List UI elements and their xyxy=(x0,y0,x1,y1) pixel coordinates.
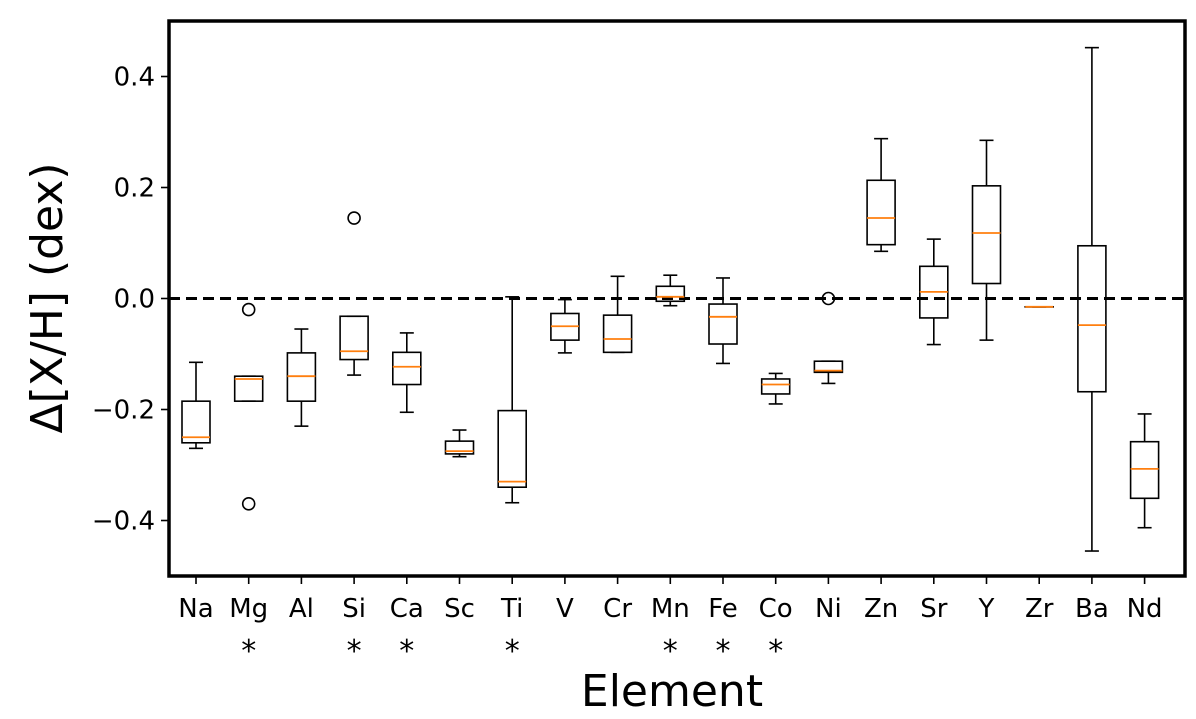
x-tick-label-ca: Ca xyxy=(390,594,424,624)
iqr-box xyxy=(181,400,211,444)
x-tick-label-si: Si xyxy=(342,594,366,624)
y-tick-label: −0.4 xyxy=(92,507,155,537)
x-tick-label-fe: Fe xyxy=(708,594,738,624)
x-tick-label-ti: Ti xyxy=(500,594,523,624)
x-tick-label-y: Y xyxy=(978,594,995,624)
box-ti xyxy=(497,296,528,504)
iqr-box xyxy=(1077,244,1107,393)
y-tick-label: 0.0 xyxy=(114,285,155,315)
box-nd xyxy=(1129,413,1160,529)
significance-star: * xyxy=(347,634,362,669)
significance-star: * xyxy=(716,634,731,669)
box-ba xyxy=(1077,46,1107,552)
x-tick-label-v: V xyxy=(556,594,574,624)
box-mn xyxy=(655,274,686,307)
iqr-box xyxy=(339,315,369,361)
x-tick-label-zn: Zn xyxy=(864,594,898,624)
outlier-point xyxy=(241,302,256,317)
box-ca xyxy=(391,332,422,414)
x-tick-label-sr: Sr xyxy=(920,594,948,624)
iqr-box xyxy=(391,351,422,386)
outlier-point xyxy=(241,497,256,511)
x-tick-label-sc: Sc xyxy=(444,594,475,624)
x-axis-title: Element xyxy=(581,666,763,717)
box-fe xyxy=(708,277,738,365)
significance-star: * xyxy=(241,634,256,669)
x-tick-label-mn: Mn xyxy=(651,594,690,624)
iqr-box xyxy=(760,378,791,395)
box-v xyxy=(550,298,580,354)
box-sr xyxy=(918,238,949,346)
iqr-box xyxy=(813,360,844,374)
iqr-box xyxy=(444,440,475,455)
box-zn xyxy=(866,137,896,253)
box-co xyxy=(760,372,791,405)
iqr-box xyxy=(655,285,686,303)
iqr-box xyxy=(708,303,738,345)
x-tick-label-cr: Cr xyxy=(603,594,632,624)
axes: −0.4 −0.2 0.0 0.2 0.4 Na Mg * Al Si * Ca * Sc Ti * V Cr Mn… xyxy=(92,63,1163,670)
outlier-point xyxy=(821,291,836,306)
box-si xyxy=(339,211,369,376)
iqr-box xyxy=(497,409,528,488)
box-ni xyxy=(813,291,844,385)
box-y xyxy=(971,139,1002,341)
iqr-box xyxy=(602,314,633,354)
x-tick-label-co: Co xyxy=(759,594,793,624)
y-tick-label: 0.4 xyxy=(114,63,155,93)
y-axis-title: Δ[X/H] (dex) xyxy=(22,162,73,433)
x-tick-label-mg: Mg xyxy=(229,594,268,624)
x-tick-label-ba: Ba xyxy=(1075,594,1109,624)
significance-star: * xyxy=(768,634,783,669)
x-tick-label-nd: Nd xyxy=(1127,594,1163,624)
x-tick-label-ni: Ni xyxy=(815,594,842,624)
x-tick-label-na: Na xyxy=(178,594,213,624)
y-tick-label: −0.2 xyxy=(92,396,155,426)
box-cr xyxy=(602,275,633,354)
iqr-box xyxy=(233,375,264,402)
outlier-point xyxy=(347,211,361,225)
significance-star: * xyxy=(663,634,678,669)
plot-area xyxy=(169,46,1185,552)
box-al xyxy=(286,328,317,427)
iqr-box xyxy=(866,179,896,246)
x-tick-label-al: Al xyxy=(289,594,314,624)
box-sc xyxy=(444,429,475,458)
y-tick-label: 0.2 xyxy=(114,174,155,204)
box-na xyxy=(181,361,211,450)
x-tick-label-zr: Zr xyxy=(1025,594,1054,624)
significance-star: * xyxy=(505,634,520,669)
box-mg xyxy=(233,302,264,511)
significance-star: * xyxy=(399,634,414,669)
plot-frame xyxy=(167,19,1187,578)
iqr-box xyxy=(971,185,1002,285)
iqr-box xyxy=(1129,440,1160,500)
